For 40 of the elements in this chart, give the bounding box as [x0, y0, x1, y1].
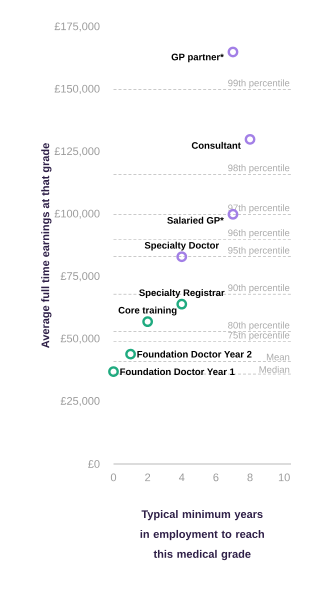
annotation: GP partner* [172, 54, 224, 62]
point [176, 298, 188, 310]
x-tick-label: 4 [178, 474, 184, 482]
point [244, 134, 256, 145]
y-tick-label: £125,000 [54, 147, 100, 156]
ref-line-label: 99th percentile [228, 79, 290, 88]
point [142, 316, 154, 328]
x-tick-label: 10 [278, 474, 290, 482]
point [228, 46, 238, 58]
annotation: Foundation Doctor Year 1 [120, 368, 235, 376]
y-axis-title: Average full time earnings at that grade [41, 143, 52, 348]
ref-line-label: Median [260, 366, 290, 373]
ref-line-label: 90th percentile [228, 284, 290, 293]
annotation: Specialty Doctor [144, 242, 219, 251]
ref-line-label: 98th percentile [228, 164, 290, 174]
ref-line-label: 95th percentile [228, 246, 290, 256]
annotation: Consultant [192, 142, 241, 149]
point [176, 251, 188, 262]
x-tick-label: 2 [145, 474, 150, 482]
y-tick-label: £0 [88, 460, 100, 468]
x-axis-title: Typical minimum years in employment to reach this medical grade [140, 510, 264, 560]
x-tick-label: 0 [110, 474, 116, 482]
point [125, 348, 136, 360]
y-tick-label: £150,000 [54, 84, 100, 94]
ref-line-label: 96th percentile [228, 229, 290, 238]
y-tick-label: £25,000 [60, 397, 100, 406]
x-tick-label: 6 [213, 474, 218, 482]
y-tick-label: £75,000 [60, 272, 100, 282]
annotation: Specialty Registrar [139, 289, 224, 298]
y-tick-label: £100,000 [54, 210, 100, 219]
y-tick-label: £50,000 [60, 334, 100, 344]
ref-line-label: Mean [266, 354, 290, 360]
annotation: Salaried GP* [167, 216, 224, 224]
annotation: Core training [118, 306, 176, 316]
annotation: Foundation Doctor Year 2 [137, 350, 252, 358]
point [108, 366, 119, 377]
y-tick-label: £175,000 [54, 22, 100, 32]
x-tick-label: 8 [247, 474, 253, 482]
ref-line-label: 75th percentile [228, 332, 290, 340]
ref-line-label: 80th percentile [228, 322, 290, 330]
